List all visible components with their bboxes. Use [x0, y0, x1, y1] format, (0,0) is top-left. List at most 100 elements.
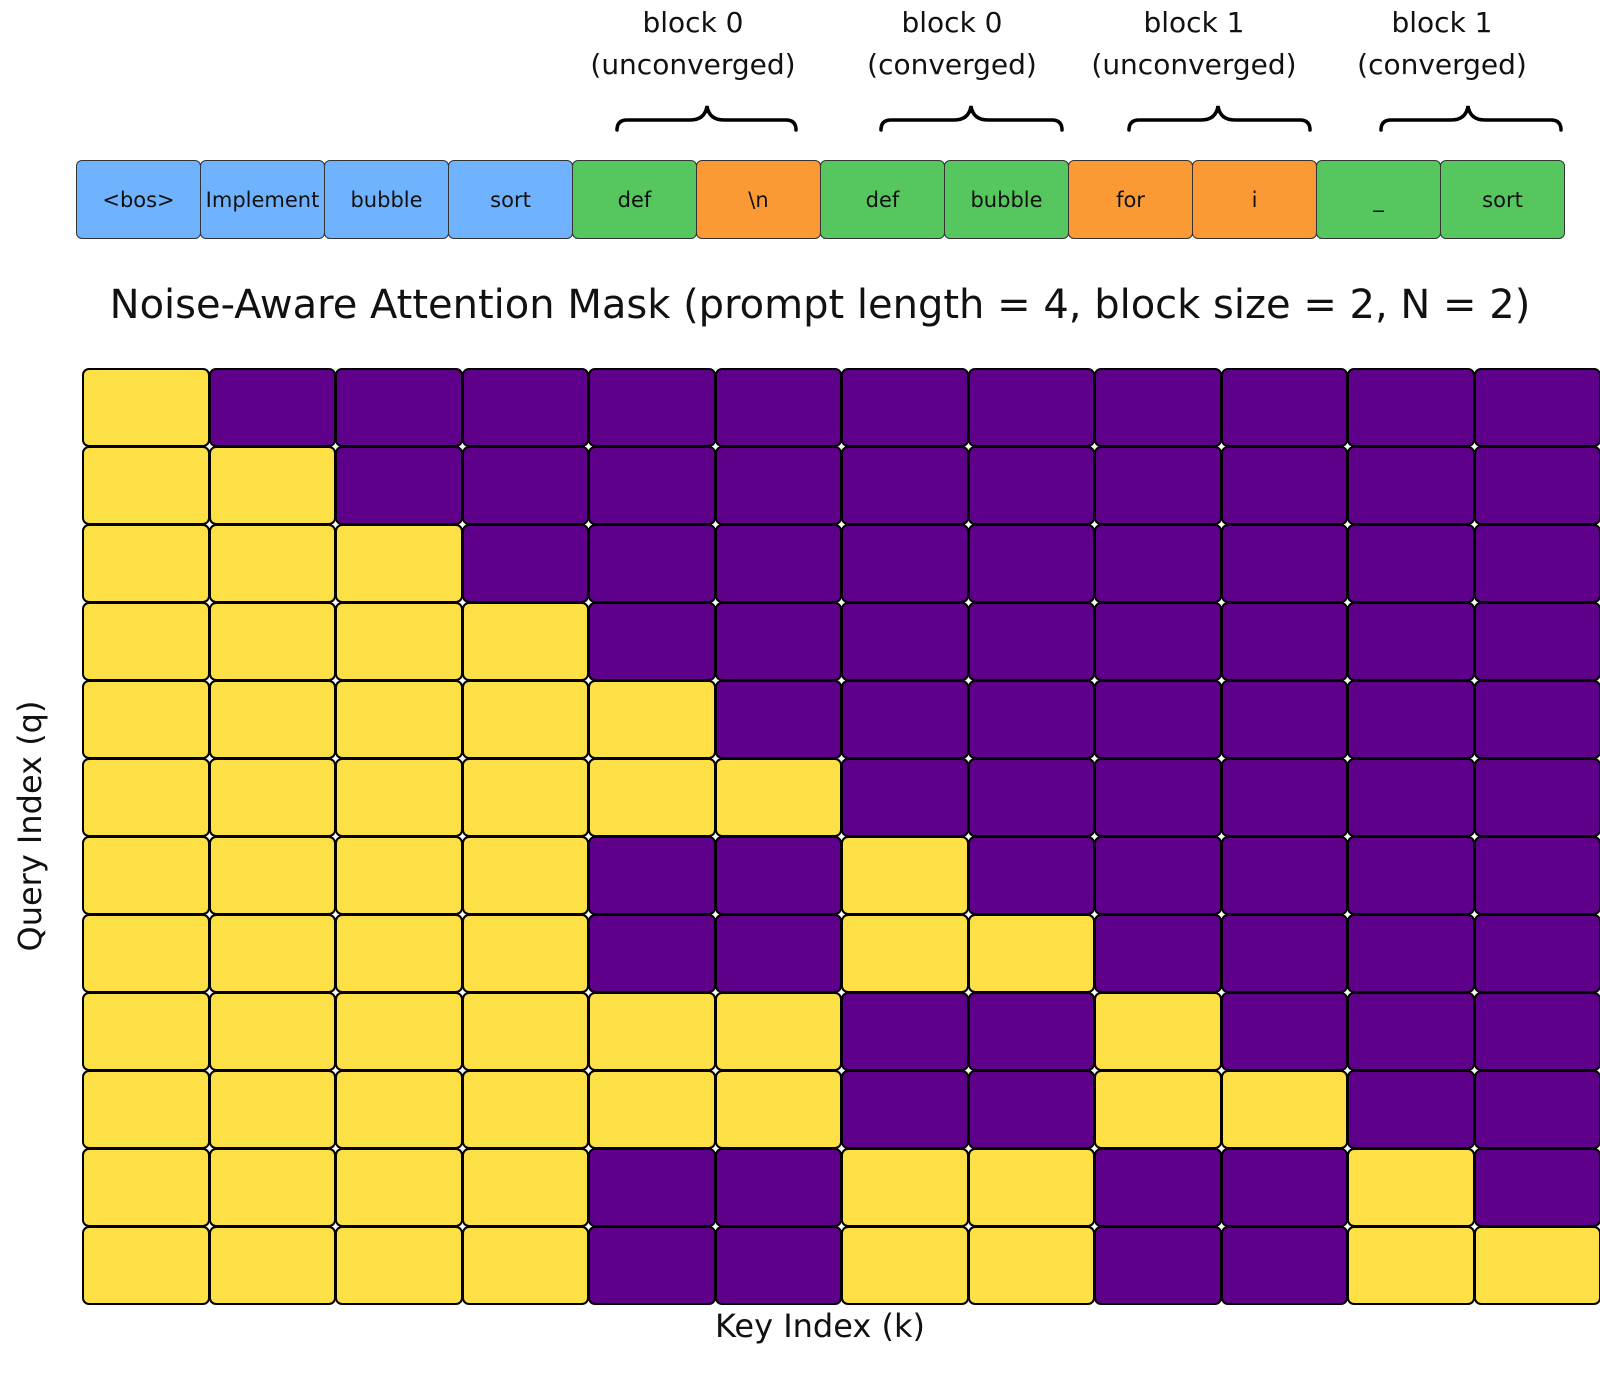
mask-cell-masked [1094, 446, 1222, 525]
mask-cell-attend [208, 1070, 336, 1149]
mask-cell-masked [714, 524, 842, 603]
mask-cell-masked [967, 836, 1095, 915]
mask-cell-masked [1094, 1226, 1222, 1305]
mask-cell-attend [714, 1070, 842, 1149]
mask-cell-attend [82, 524, 210, 603]
mask-cell-masked [1473, 1070, 1600, 1149]
mask-cell-masked [1220, 524, 1348, 603]
mask-cell-masked [1094, 524, 1222, 603]
mask-cell-attend [967, 1226, 1095, 1305]
mask-cell-masked [1094, 836, 1222, 915]
mask-cell-masked [588, 1226, 716, 1305]
mask-cell-masked [841, 524, 969, 603]
token-converged: sort [1440, 160, 1565, 239]
mask-cell-masked [208, 368, 336, 447]
mask-cell-attend [208, 758, 336, 837]
mask-cell-masked [714, 602, 842, 681]
mask-cell-masked [588, 602, 716, 681]
mask-cell-attend [588, 680, 716, 759]
mask-cell-masked [1473, 368, 1600, 447]
mask-cell-attend [1220, 1070, 1348, 1149]
group-label-line1: block 0 [901, 6, 1003, 39]
mask-cell-masked [335, 368, 463, 447]
mask-cell-masked [967, 602, 1095, 681]
token-converged: bubble [944, 160, 1069, 239]
token-prompt: Implement [200, 160, 325, 239]
mask-cell-masked [967, 758, 1095, 837]
mask-cell-masked [1347, 1070, 1475, 1149]
group-label-line2: (converged) [867, 48, 1037, 81]
mask-cell-masked [588, 524, 716, 603]
mask-cell-masked [461, 368, 589, 447]
mask-cell-masked [841, 446, 969, 525]
mask-cell-attend [841, 836, 969, 915]
mask-cell-attend [588, 992, 716, 1071]
mask-cell-attend [335, 1070, 463, 1149]
mask-cell-attend [1347, 1226, 1475, 1305]
curly-brace [1379, 105, 1563, 132]
group-label-line2: (unconverged) [590, 48, 796, 81]
mask-cell-attend [335, 836, 463, 915]
mask-cell-masked [1220, 368, 1348, 447]
mask-cell-attend [461, 758, 589, 837]
mask-cell-masked [967, 1070, 1095, 1149]
mask-cell-attend [1094, 1070, 1222, 1149]
mask-cell-attend [461, 680, 589, 759]
mask-cell-attend [82, 1148, 210, 1227]
mask-cell-masked [1220, 836, 1348, 915]
mask-cell-masked [841, 1070, 969, 1149]
mask-cell-masked [588, 836, 716, 915]
token-converged: def [820, 160, 945, 239]
mask-cell-attend [335, 524, 463, 603]
mask-cell-attend [335, 992, 463, 1071]
mask-cell-masked [461, 524, 589, 603]
mask-cell-masked [841, 602, 969, 681]
curly-brace [1127, 105, 1312, 132]
mask-cell-masked [1220, 758, 1348, 837]
mask-cell-attend [841, 1226, 969, 1305]
token-unconverged: \n [696, 160, 821, 239]
mask-cell-masked [1220, 1226, 1348, 1305]
chart-title: Noise-Aware Attention Mask (prompt lengt… [109, 282, 1531, 328]
block-braces [615, 105, 1563, 132]
mask-cell-masked [714, 1226, 842, 1305]
mask-cell-attend [82, 680, 210, 759]
mask-cell-attend [208, 914, 336, 993]
mask-cell-masked [461, 446, 589, 525]
mask-cell-attend [588, 758, 716, 837]
group-label-line1: block 1 [1143, 6, 1245, 39]
group-label: block 1 (converged) [1332, 2, 1552, 86]
mask-cell-attend [461, 1226, 589, 1305]
mask-cell-attend [461, 836, 589, 915]
token-converged: _ [1316, 160, 1441, 239]
mask-cell-masked [1347, 680, 1475, 759]
mask-cell-masked [1220, 602, 1348, 681]
mask-cell-masked [1473, 1148, 1600, 1227]
mask-cell-masked [1473, 524, 1600, 603]
mask-cell-masked [588, 368, 716, 447]
mask-cell-masked [714, 836, 842, 915]
mask-cell-masked [1347, 914, 1475, 993]
group-label-line2: (converged) [1357, 48, 1527, 81]
group-label: block 0 (unconverged) [583, 2, 803, 86]
curly-brace [879, 105, 1064, 132]
mask-cell-masked [1094, 368, 1222, 447]
mask-cell-attend [335, 680, 463, 759]
mask-cell-masked [1094, 602, 1222, 681]
mask-cell-masked [841, 758, 969, 837]
mask-cell-attend [208, 836, 336, 915]
mask-cell-attend [1473, 1226, 1600, 1305]
mask-cell-attend [208, 680, 336, 759]
mask-cell-masked [1347, 992, 1475, 1071]
mask-cell-masked [714, 914, 842, 993]
mask-cell-masked [1347, 836, 1475, 915]
mask-cell-attend [82, 758, 210, 837]
token-unconverged: i [1192, 160, 1317, 239]
mask-cell-attend [82, 1226, 210, 1305]
mask-cell-masked [1220, 992, 1348, 1071]
token-prompt: sort [448, 160, 573, 239]
x-axis-label: Key Index (k) [715, 1307, 925, 1345]
mask-cell-masked [841, 680, 969, 759]
mask-cell-attend [82, 602, 210, 681]
